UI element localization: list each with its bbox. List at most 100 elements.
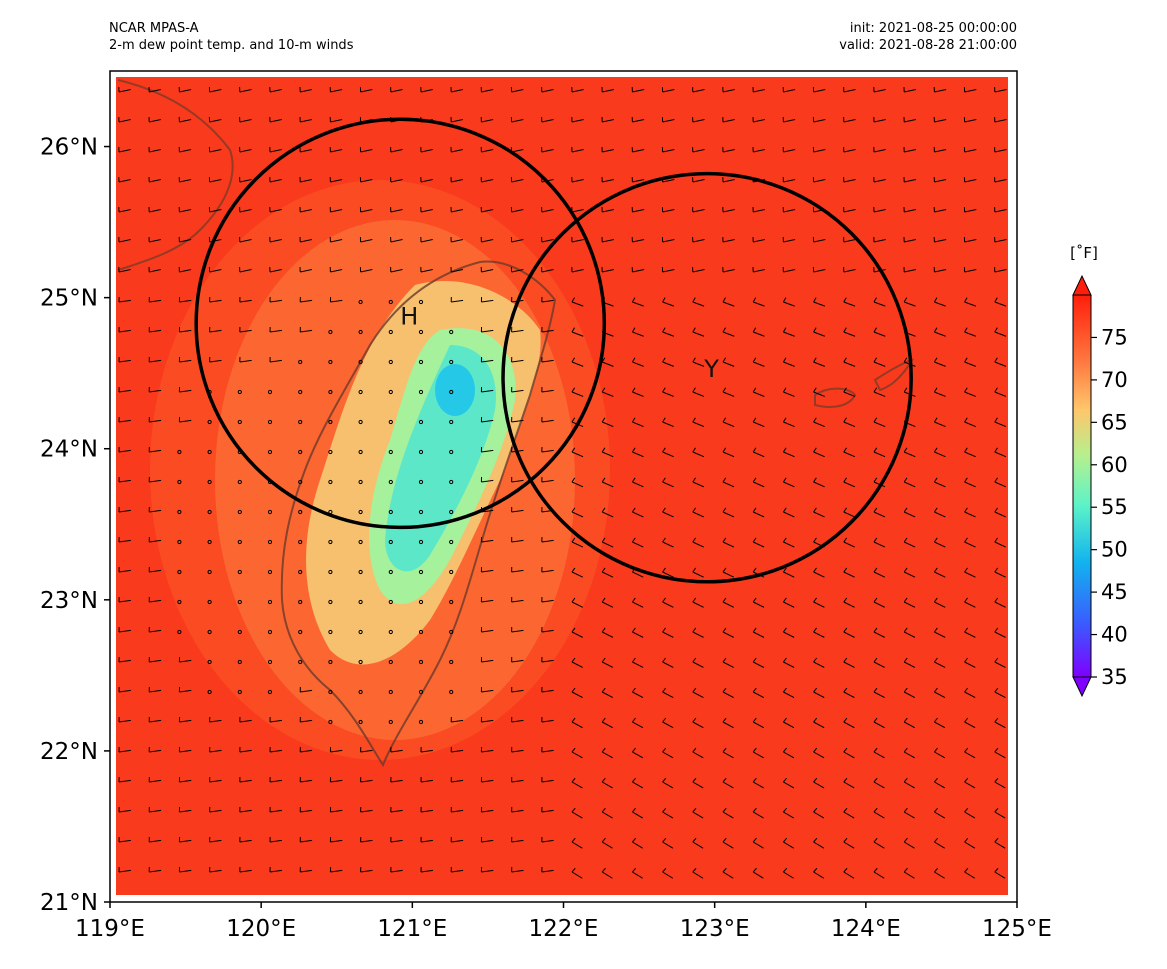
wind-barb (601, 841, 613, 849)
wind-barb (783, 361, 795, 367)
wind-barb (632, 781, 644, 789)
wind-barb (752, 601, 765, 608)
wind-barb (390, 749, 403, 753)
wind-barb-flag (813, 807, 818, 813)
wind-barb (752, 631, 765, 638)
wind-barb-flag (692, 507, 697, 513)
wind-barb-flag (722, 507, 727, 513)
calm-wind-marker (418, 719, 424, 725)
wind-barb-flag (903, 567, 908, 573)
wind-barb-flag (571, 297, 575, 303)
wind-barb (813, 601, 825, 608)
wind-barb-flag (813, 867, 818, 873)
wind-barb (994, 571, 1006, 578)
wind-barb (904, 301, 916, 307)
wind-barb-flag (722, 297, 726, 303)
wind-barb (541, 449, 554, 453)
wind-barb (118, 329, 131, 333)
wind-barb-flag (782, 417, 787, 423)
wind-barb (692, 871, 704, 879)
wind-barb (269, 89, 282, 93)
wind-barb-flag (601, 657, 606, 663)
wind-barb (481, 689, 494, 693)
wind-barb (571, 751, 583, 759)
wind-barb-flag (873, 327, 877, 333)
wind-barb (662, 149, 675, 153)
wind-barb (722, 811, 734, 819)
wind-barb (179, 659, 192, 663)
wind-barb (662, 511, 674, 518)
lon-tick-label: 125°E (982, 916, 1052, 942)
wind-barb (149, 329, 162, 333)
wind-barb (179, 719, 192, 723)
wind-barb-flag (752, 657, 757, 663)
wind-barb (601, 661, 614, 668)
wind-barb (904, 239, 917, 243)
calm-wind-marker (418, 389, 424, 395)
wind-barb (118, 299, 131, 303)
wind-barb (209, 719, 222, 723)
wind-barb (964, 269, 977, 273)
wind-barb (692, 511, 704, 518)
wind-barb-flag (843, 747, 848, 753)
wind-barb (601, 511, 614, 518)
wind-barb (149, 809, 162, 813)
wind-barb (934, 119, 947, 123)
wind-barb-flag (662, 687, 667, 693)
calm-wind-marker (267, 629, 273, 635)
wind-barb (149, 629, 162, 633)
wind-barb-flag (722, 477, 727, 483)
wind-barb (752, 841, 764, 849)
wind-barb-flag (722, 837, 727, 843)
wind-barb (692, 269, 705, 273)
wind-barb (541, 599, 554, 603)
wind-barb (390, 179, 403, 183)
wind-barb (843, 721, 855, 729)
wind-barb (481, 419, 494, 423)
wind-barb (994, 721, 1006, 729)
wind-barb (632, 721, 644, 729)
wind-barb (571, 721, 583, 729)
wind-barb (118, 749, 131, 753)
wind-barb (481, 149, 494, 153)
wind-barb-flag (571, 327, 575, 333)
calm-wind-marker (358, 299, 363, 305)
wind-barb-flag (934, 807, 938, 813)
calm-wind-marker (298, 539, 303, 545)
wind-barb (662, 691, 674, 699)
calm-wind-marker (418, 359, 424, 365)
wind-barb-flag (782, 507, 787, 513)
wind-barb (692, 841, 704, 849)
wind-barb (994, 421, 1007, 428)
wind-barb (420, 239, 433, 243)
wind-barb-flag (994, 327, 998, 333)
wind-barb-flag (813, 597, 817, 603)
calm-wind-marker (388, 329, 393, 335)
wind-barb (813, 571, 825, 578)
wind-barb (964, 331, 977, 337)
wind-barb-flag (722, 567, 727, 573)
wind-barb (601, 751, 613, 759)
wind-barb-flag (903, 387, 908, 393)
wind-barb-flag (873, 357, 878, 363)
wind-barb (269, 239, 282, 243)
wind-barb-flag (964, 837, 969, 843)
wind-barb (541, 719, 554, 723)
wind-barb-flag (631, 507, 636, 513)
wind-barb (692, 421, 705, 428)
wind-barb (451, 749, 464, 753)
dewpoint-min (435, 364, 475, 416)
wind-barb (118, 179, 131, 183)
wind-barb (209, 749, 222, 753)
calm-wind-marker (267, 569, 273, 575)
wind-barb-flag (873, 447, 878, 453)
wind-barb (481, 839, 494, 843)
wind-barb-flag (571, 507, 576, 513)
wind-barb-flag (964, 627, 968, 633)
wind-barb-flag (632, 807, 636, 813)
wind-barb (692, 331, 705, 337)
wind-barb (420, 749, 433, 753)
wind-barb (571, 149, 584, 153)
wind-barb-flag (782, 477, 787, 483)
wind-barb (209, 119, 222, 123)
